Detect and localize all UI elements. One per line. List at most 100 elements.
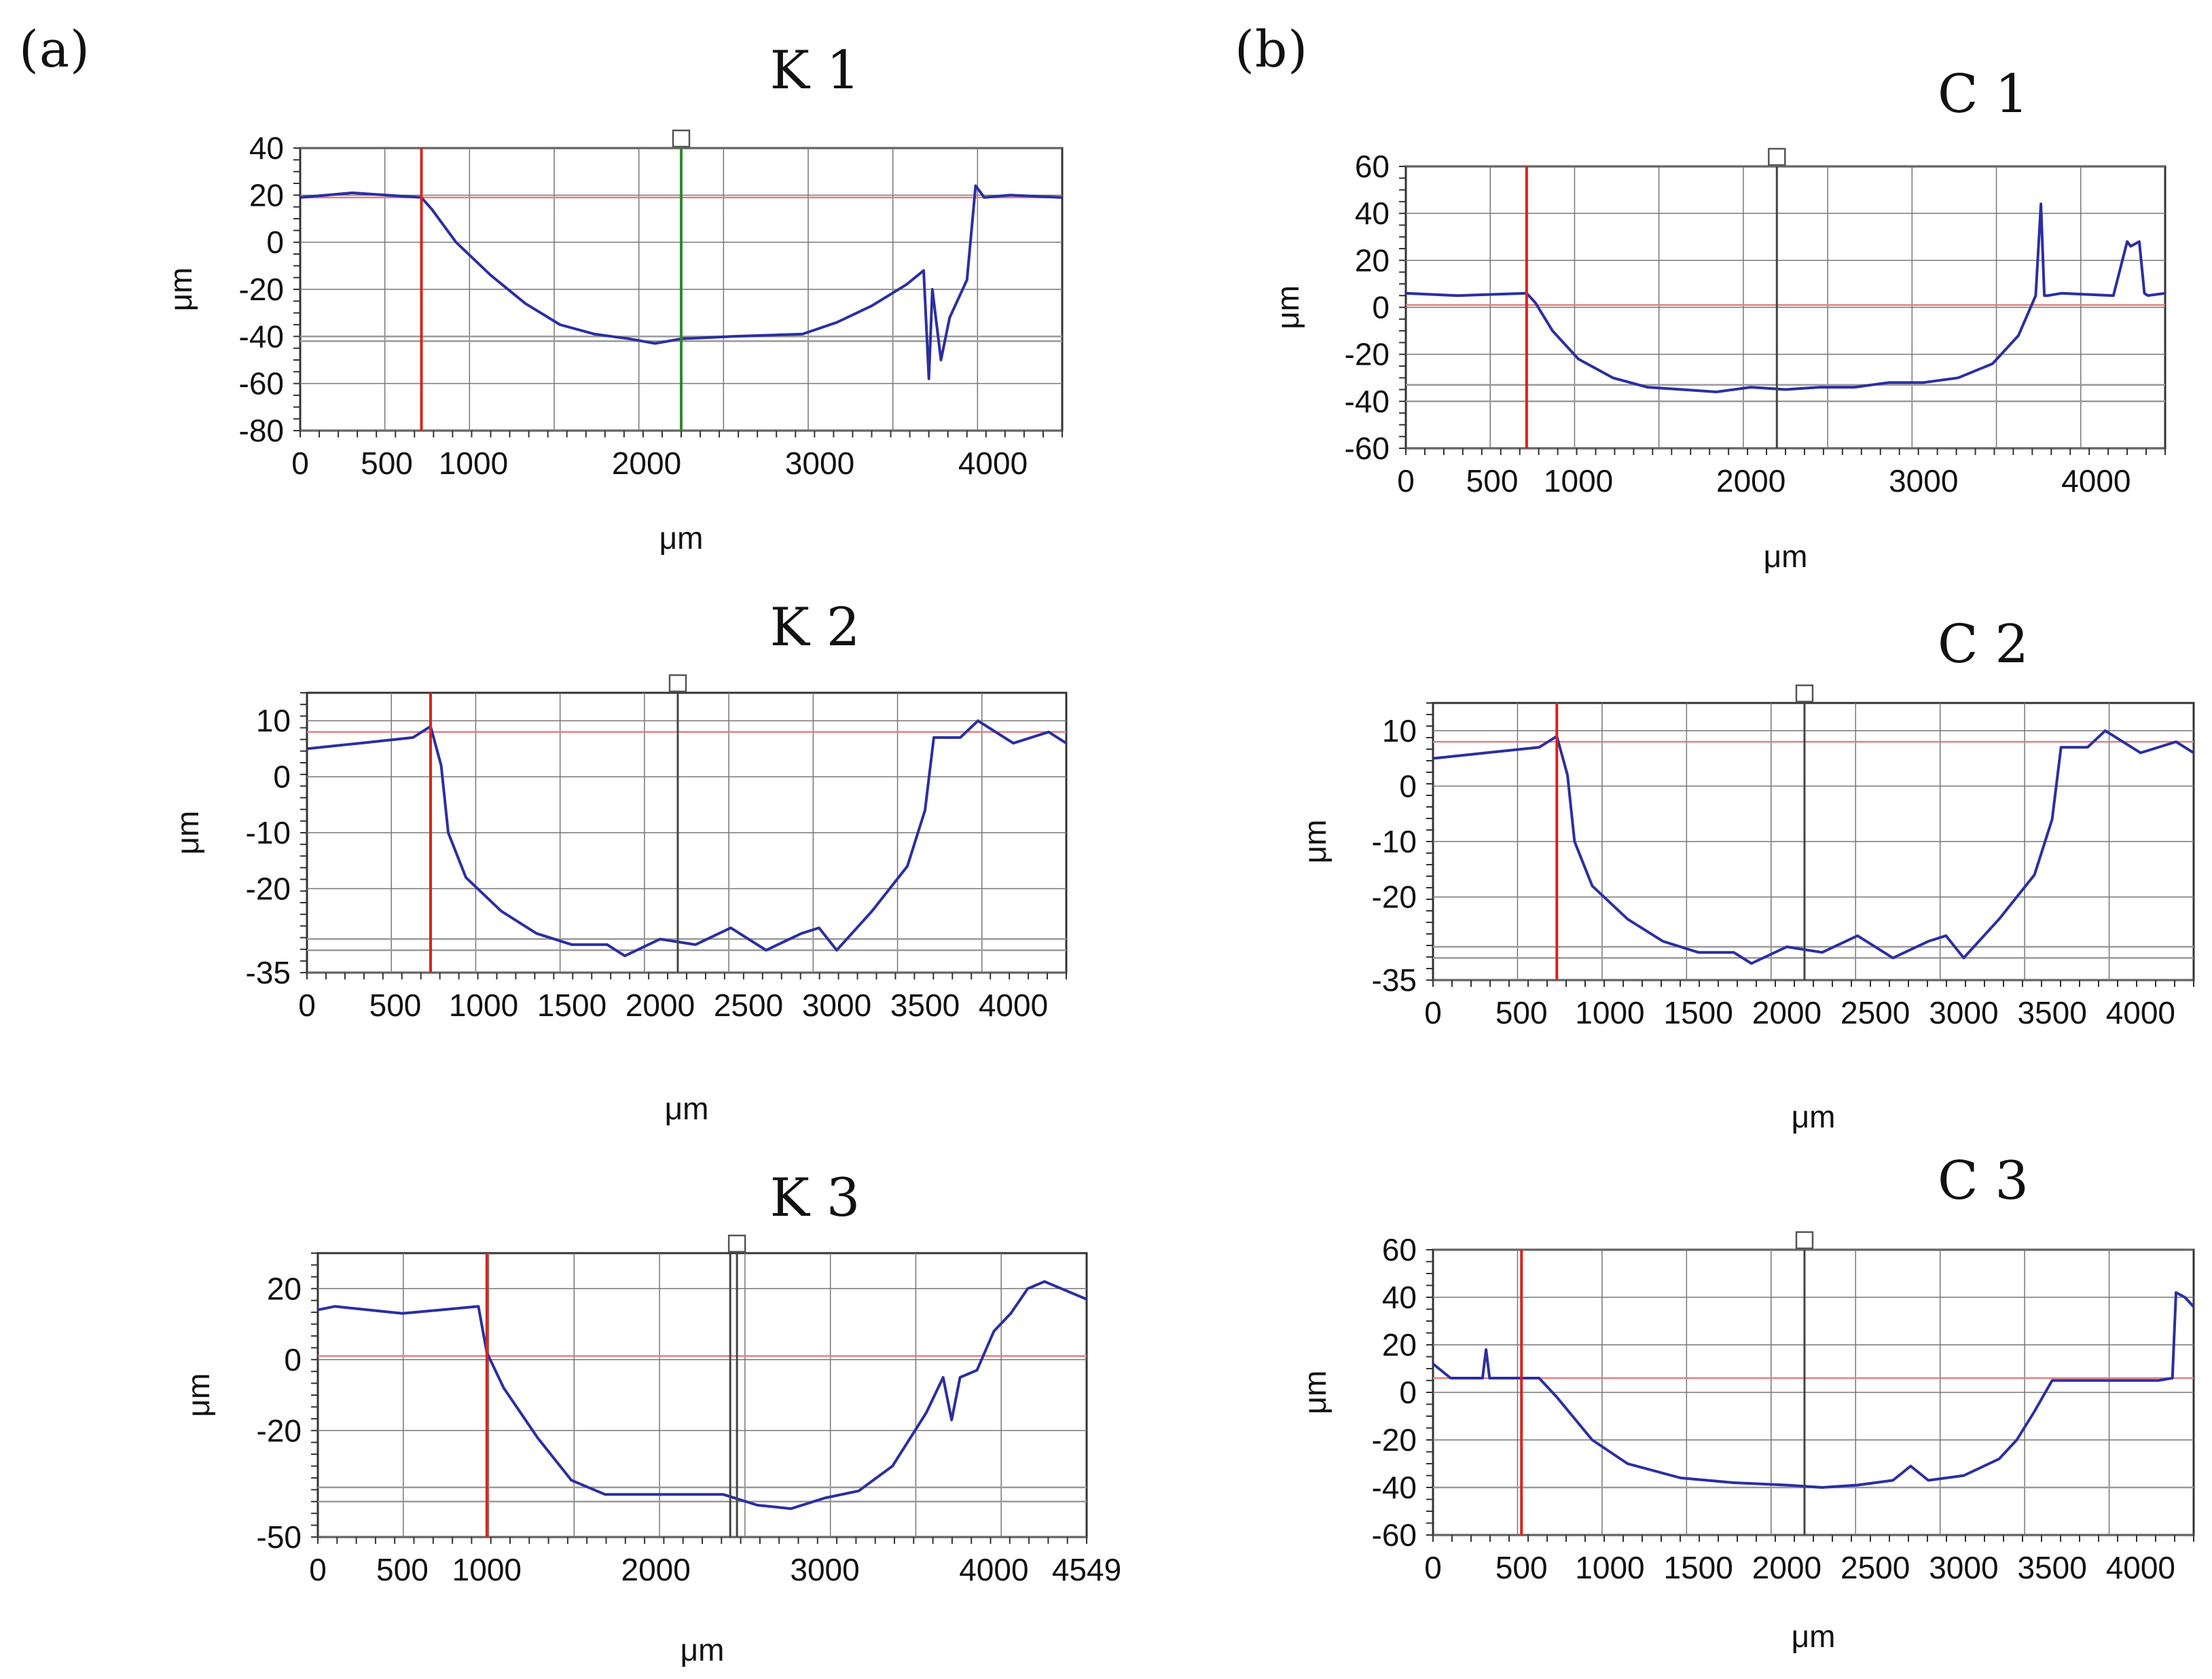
y-tick-label: -20	[1372, 1422, 1417, 1458]
x-tick-label: 3000	[790, 1552, 859, 1587]
x-tick-label: 3000	[1929, 1550, 1998, 1585]
y-tick-label: -20	[257, 1413, 302, 1448]
y-tick-label: 20	[249, 177, 284, 213]
y-tick-label: -20	[239, 272, 284, 307]
x-tick-label: 1000	[1575, 995, 1644, 1030]
y-tick-label: 0	[273, 759, 291, 795]
y-tick-label: -35	[246, 955, 291, 990]
chart-k2: K 2 0 500 1000 1500 2000 2500 3000 3500 4000 10 0 -1…	[170, 597, 1068, 1126]
x-tick-label: 2500	[714, 988, 783, 1023]
y-tick-label: 10	[1382, 713, 1417, 748]
x-tick-label: 500	[1495, 1550, 1548, 1585]
panel-label-a: (a)	[19, 20, 90, 79]
x-tick-label: 2000	[1752, 1550, 1821, 1585]
x-tick-label: 3500	[890, 988, 960, 1023]
chart-c1: C 1 0 500 1000 2000 3000 4000 60 40 20 0 -20 -40 -60 μ…	[1270, 64, 2166, 574]
x-tick-label: 1000	[449, 988, 518, 1023]
y-tick-label: -60	[1372, 1517, 1417, 1553]
x-tick-label: 3500	[2017, 1550, 2086, 1585]
chart-title-c2: C 2	[1938, 614, 2029, 675]
y-tick-label: 0	[284, 1342, 302, 1377]
x-tick-label: 4000	[959, 1552, 1028, 1587]
x-tick-label: 3000	[802, 988, 871, 1023]
y-tick-label: -40	[1372, 1470, 1417, 1505]
x-tick-label: 2000	[612, 446, 681, 481]
series-line-profile	[1432, 729, 2195, 965]
x-tick-label: 2000	[1716, 463, 1785, 499]
x-tick-label: 4000	[2061, 463, 2131, 499]
chart-title-c3: C 3	[1938, 1151, 2029, 1212]
cursor-handle	[1795, 1231, 1814, 1250]
y-tick-label: -40	[1345, 384, 1390, 419]
y-axis-label: μm	[181, 1373, 216, 1418]
y-axis-label: μm	[1270, 285, 1305, 329]
y-axis-label: μm	[1297, 820, 1332, 864]
x-tick-label: 4549	[1052, 1552, 1121, 1587]
y-tick-label: 60	[1355, 149, 1390, 184]
y-tick-label: 20	[1382, 1327, 1417, 1362]
x-tick-label: 3000	[1929, 995, 1998, 1030]
y-axis-label: μm	[1297, 1371, 1332, 1415]
x-tick-label: 1000	[1544, 463, 1613, 499]
x-tick-label: 0	[1397, 463, 1415, 499]
series-line-profile	[1405, 202, 2166, 393]
chart-c2: C 2 0 500 1000 1500 2000 2500 3000 3500 4000 10 0 -1…	[1297, 614, 2195, 1134]
cursor-handle	[668, 674, 687, 693]
y-tick-label: 20	[267, 1271, 302, 1306]
y-tick-label: -20	[246, 871, 291, 906]
y-tick-label: 10	[256, 703, 291, 738]
panel-label-b: (b)	[1235, 20, 1309, 79]
x-tick-label: 0	[1424, 995, 1442, 1030]
y-tick-label: -40	[239, 319, 284, 354]
y-axis-label: μm	[170, 811, 205, 855]
x-tick-label: 1500	[1664, 995, 1733, 1030]
y-tick-label: -20	[1345, 337, 1390, 372]
series-line-profile	[306, 719, 1068, 958]
series-line-profile	[1432, 1291, 2195, 1489]
x-axis-label: μm	[665, 1091, 709, 1126]
x-tick-label: 2000	[625, 988, 695, 1023]
x-tick-label: 500	[376, 1552, 429, 1587]
cursor-handle	[672, 129, 691, 148]
y-tick-label: -10	[246, 815, 291, 850]
x-tick-label: 0	[298, 988, 316, 1023]
x-tick-label: 1500	[1664, 1550, 1733, 1585]
x-tick-label: 2500	[1841, 1550, 1910, 1585]
x-tick-label: 4000	[2106, 995, 2175, 1030]
x-tick-label: 0	[291, 446, 309, 481]
y-tick-label: 40	[1382, 1280, 1417, 1315]
plot-area-k3	[316, 1252, 1088, 1538]
y-axis-label: μm	[163, 268, 198, 312]
chart-k1: K 1 0 500 1000 2000 3000 4000 40 20 0 -20 -40 -60 -80…	[163, 40, 1064, 556]
y-tick-label: -10	[1372, 824, 1417, 859]
x-tick-label: 3000	[785, 446, 854, 481]
y-tick-label: 60	[1382, 1232, 1417, 1267]
x-axis-label: μm	[1792, 1099, 1836, 1134]
x-tick-label: 1000	[452, 1552, 522, 1587]
y-tick-label: 0	[1399, 1375, 1417, 1410]
x-axis-label: μm	[659, 520, 704, 556]
x-tick-label: 1500	[537, 988, 606, 1023]
y-tick-label: 0	[1399, 768, 1417, 804]
series-line-profile	[300, 184, 1063, 380]
series-line-profile	[317, 1280, 1087, 1511]
y-tick-label: -35	[1372, 962, 1417, 998]
x-tick-label: 0	[309, 1552, 327, 1587]
x-axis-label: μm	[681, 1632, 725, 1667]
x-tick-label: 3500	[2017, 995, 2086, 1030]
chart-title-k1: K 1	[770, 40, 860, 101]
y-tick-label: -80	[239, 413, 284, 448]
y-tick-label: 0	[266, 225, 284, 260]
x-tick-label: 0	[1424, 1550, 1442, 1585]
y-tick-label: -60	[239, 366, 284, 401]
x-axis-label: μm	[1764, 539, 1808, 574]
y-tick-label: -50	[257, 1519, 302, 1555]
y-tick-label: -20	[1372, 880, 1417, 915]
x-tick-label: 3000	[1889, 463, 1958, 499]
x-tick-label: 500	[1495, 995, 1548, 1030]
y-tick-label: -60	[1345, 431, 1390, 466]
x-tick-label: 500	[1466, 463, 1519, 499]
x-tick-label: 1000	[439, 446, 508, 481]
chart-title-k2: K 2	[770, 597, 860, 658]
